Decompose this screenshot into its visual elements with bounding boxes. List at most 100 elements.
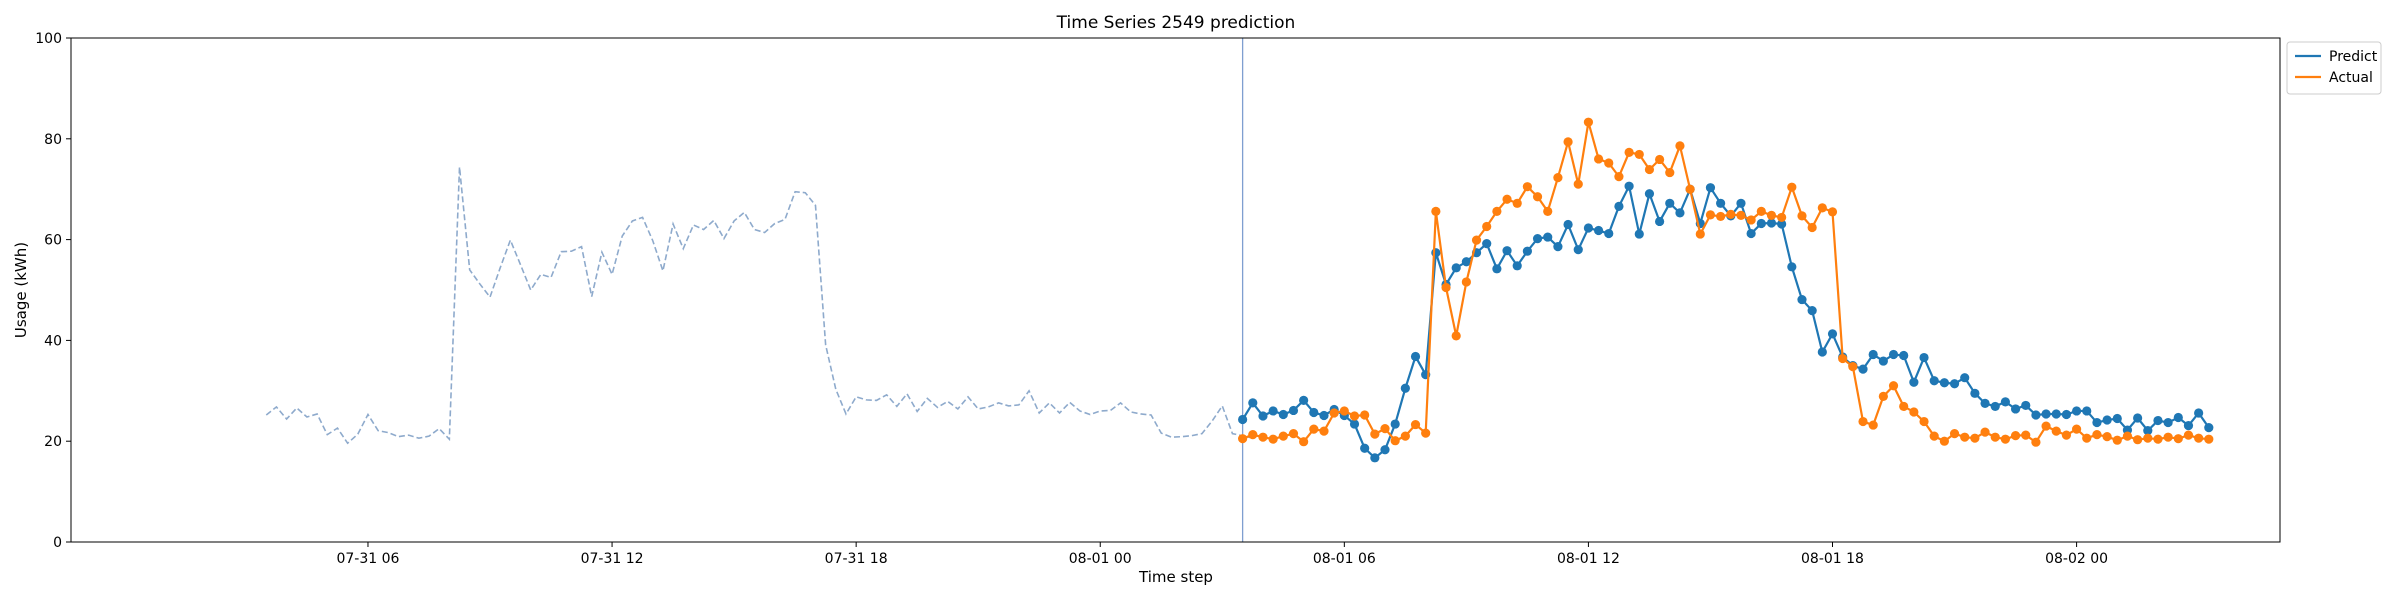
data-point-predict <box>2051 409 2061 419</box>
data-point-actual <box>1492 206 1502 216</box>
data-point-predict <box>1583 223 1594 233</box>
x-tick-label: 07-31 18 <box>825 551 888 567</box>
data-point-actual <box>2010 431 2021 441</box>
data-point-predict <box>2133 413 2143 423</box>
data-point-actual <box>1695 229 1705 239</box>
data-point-actual <box>1563 137 1573 147</box>
data-point-actual <box>1817 203 1827 213</box>
data-point-actual <box>1838 353 1848 364</box>
data-point-actual <box>1909 407 1919 417</box>
data-point-predict <box>2092 417 2102 428</box>
data-point-predict <box>2102 415 2112 425</box>
data-point-predict <box>2061 409 2072 420</box>
x-tick-label: 08-02 00 <box>2045 551 2108 567</box>
data-point-predict <box>1919 352 1929 363</box>
data-point-actual <box>1766 210 1777 221</box>
data-point-actual <box>1665 167 1675 178</box>
data-point-actual <box>2163 432 2173 442</box>
data-point-predict <box>1705 183 1716 193</box>
data-point-predict <box>2163 417 2173 428</box>
data-point-actual <box>2122 431 2133 441</box>
data-point-actual <box>1949 429 1960 439</box>
data-point-actual <box>2102 432 2112 442</box>
data-point-actual <box>1512 198 1522 208</box>
data-point-predict <box>1604 228 1614 239</box>
data-point-predict <box>2082 406 2092 416</box>
data-point-actual <box>2133 435 2143 445</box>
data-point-predict <box>1349 419 1360 429</box>
data-point-actual <box>2021 430 2031 440</box>
data-point-actual <box>1248 430 1258 440</box>
data-point-predict <box>2000 397 2010 407</box>
data-point-actual <box>1380 424 1390 434</box>
data-point-predict <box>2194 408 2204 418</box>
data-point-predict <box>1939 378 1949 388</box>
data-point-actual <box>1919 416 1929 427</box>
data-point-actual <box>1349 411 1360 421</box>
y-tick-label: 0 <box>53 535 62 551</box>
data-point-actual <box>2061 430 2072 440</box>
y-tick-label: 40 <box>44 333 62 349</box>
data-point-predict <box>2031 410 2041 420</box>
data-point-predict <box>1502 246 1512 256</box>
y-tick-label: 60 <box>44 233 62 249</box>
data-point-predict <box>1370 453 1380 463</box>
data-point-predict <box>1390 419 1400 429</box>
data-point-predict <box>1288 405 1299 416</box>
x-tick-label: 08-01 12 <box>1557 551 1620 567</box>
data-point-predict <box>1787 262 1797 272</box>
data-point-predict <box>1319 410 1329 421</box>
data-point-predict <box>1360 443 1370 453</box>
data-point-actual <box>1756 206 1766 216</box>
data-point-actual <box>1655 154 1665 165</box>
data-point-actual <box>1309 424 1319 434</box>
data-point-predict <box>1431 248 1441 258</box>
data-point-actual <box>1278 431 1288 441</box>
data-point-predict <box>1746 228 1756 239</box>
data-point-actual <box>1410 419 1421 430</box>
data-point-actual <box>1431 206 1441 216</box>
data-point-actual <box>1553 173 1563 183</box>
data-point-predict <box>2183 420 2194 431</box>
data-point-predict <box>1858 364 1868 374</box>
data-point-actual <box>1532 192 1543 202</box>
data-point-actual <box>1929 431 1939 441</box>
y-tick-label: 100 <box>35 31 62 47</box>
data-point-actual <box>1522 182 1532 192</box>
data-point-predict <box>1543 232 1553 242</box>
data-point-predict <box>1827 329 1838 339</box>
data-point-actual <box>2051 426 2061 436</box>
data-point-predict <box>1563 219 1573 230</box>
data-point-actual <box>1238 434 1248 444</box>
data-point-predict <box>1624 181 1634 191</box>
data-point-actual <box>2082 433 2092 443</box>
data-point-actual <box>2204 434 2214 444</box>
data-point-predict <box>1614 201 1624 211</box>
data-point-actual <box>1888 381 1899 391</box>
data-point-predict <box>2021 400 2031 411</box>
chart-title: Time Series 2549 prediction <box>1056 13 1296 33</box>
data-point-predict <box>1299 395 1309 405</box>
series-line-actual <box>1242 121 2209 444</box>
legend: Predict Actual <box>2286 41 2382 95</box>
data-point-predict <box>2173 412 2183 423</box>
data-point-actual <box>1329 408 1339 418</box>
data-point-actual <box>1461 277 1471 287</box>
data-point-actual <box>1726 209 1736 219</box>
data-point-actual <box>1797 211 1807 221</box>
data-point-actual <box>2071 424 2082 434</box>
data-point-actual <box>1878 391 1888 401</box>
data-point-actual <box>1299 437 1309 447</box>
data-point-predict <box>1400 383 1410 393</box>
data-point-predict <box>1278 409 1288 420</box>
data-point-predict <box>1380 445 1390 455</box>
data-point-actual <box>2112 435 2122 445</box>
data-point-actual <box>1624 147 1634 158</box>
data-point-actual <box>1980 427 1990 437</box>
data-point-predict <box>1777 219 1787 229</box>
data-point-actual <box>1970 433 1980 443</box>
data-point-actual <box>1746 215 1756 225</box>
data-point-predict <box>1634 229 1644 239</box>
data-point-predict <box>2143 426 2153 436</box>
data-point-actual <box>1990 432 2000 442</box>
